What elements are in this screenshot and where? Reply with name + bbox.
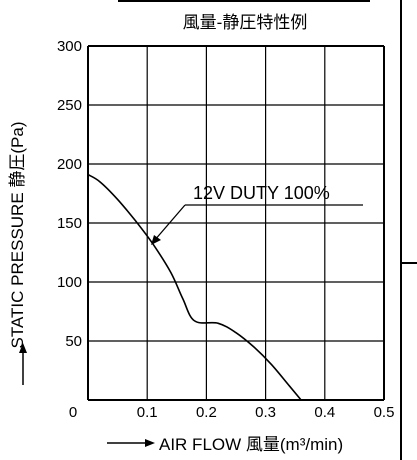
x-tick-label: 0.5 [374, 404, 395, 421]
chart-title: 風量-静圧特性例 [183, 13, 308, 32]
x-tick-label: 0.2 [196, 404, 217, 421]
annotation-label: 12V DUTY 100% [193, 183, 330, 203]
y-tick-label: 150 [57, 215, 82, 232]
series-line-12v-duty-100 [87, 173, 302, 401]
y-tick-label: 200 [57, 156, 82, 173]
x-axis-label: AIR FLOW 風量(m³/min) [159, 435, 343, 454]
y-tick-label: 250 [57, 97, 82, 114]
annotation-arrowhead [151, 235, 161, 245]
x-tick-labels: 0 0.1 0.2 0.3 0.4 0.5 [69, 404, 395, 421]
y-axis-label: STATIC PRESSURE 静圧(Pa) [8, 121, 27, 348]
grid [87, 45, 385, 401]
y-tick-labels: 300 250 200 150 100 50 [57, 38, 82, 350]
x-tick-label: 0.4 [314, 404, 335, 421]
y-axis-arrow-head [19, 343, 27, 353]
y-tick-label: 300 [57, 38, 82, 55]
y-tick-label: 50 [65, 333, 82, 350]
x-axis-arrow-head [145, 439, 155, 447]
y-tick-label: 100 [57, 274, 82, 291]
x-tick-label: 0.1 [137, 404, 158, 421]
annotation-leader [153, 204, 186, 242]
x-tick-label: 0.3 [255, 404, 276, 421]
x-tick-label: 0 [69, 404, 77, 421]
